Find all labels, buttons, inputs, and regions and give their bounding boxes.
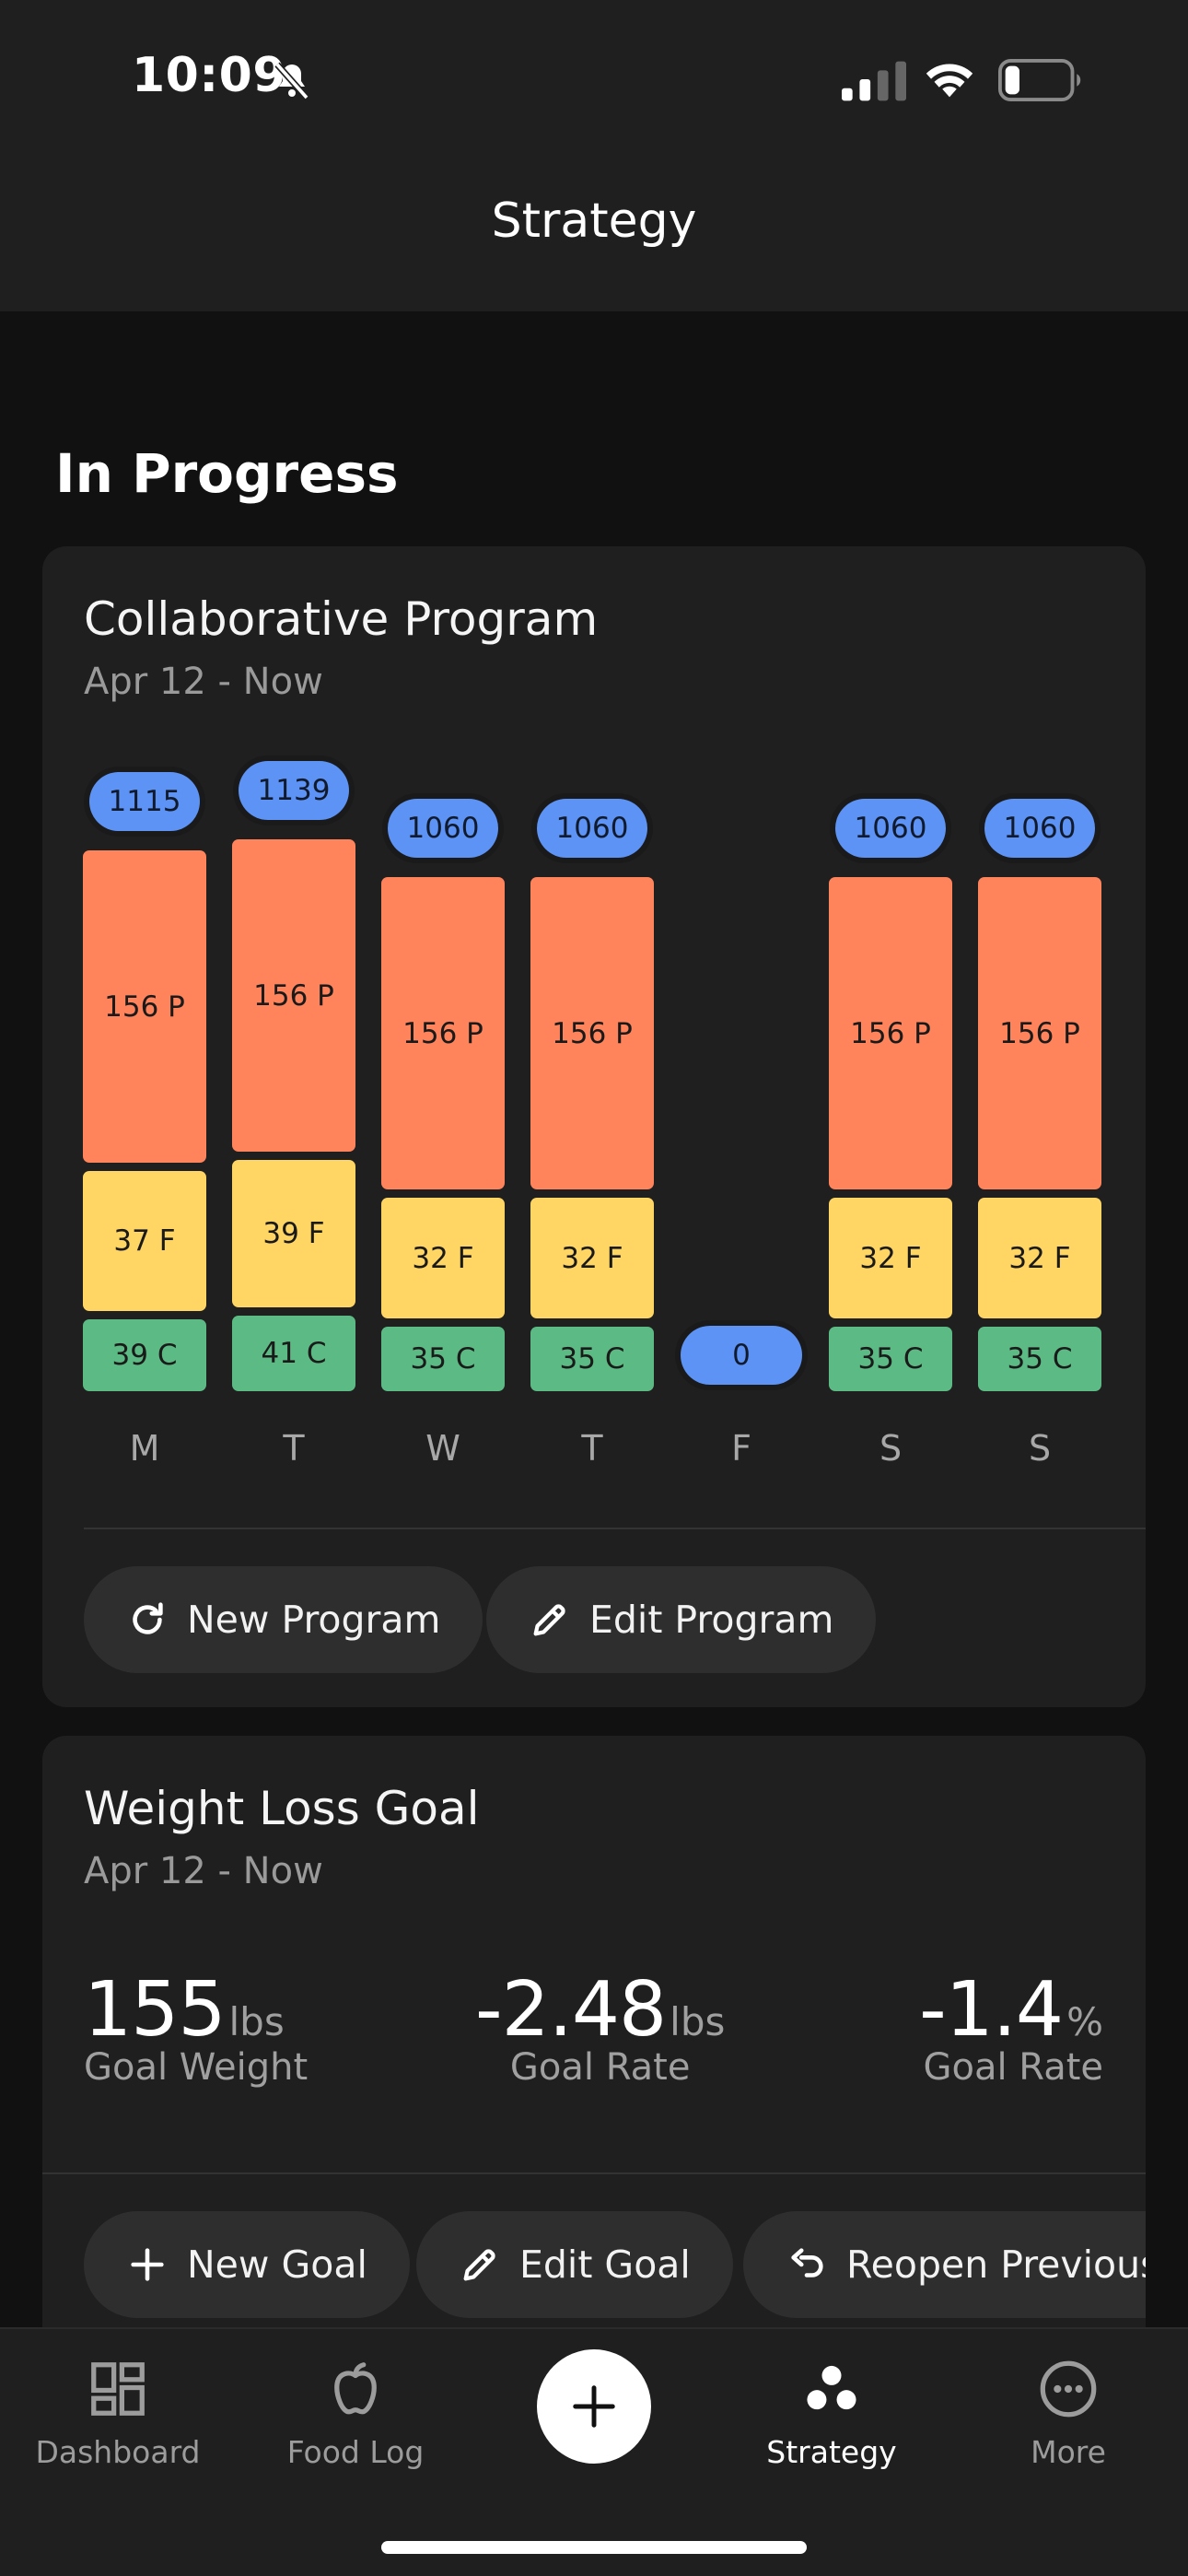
goal-weight-unit: lbs [228,1999,285,2044]
calorie-total-badge: 1060 [984,799,1095,858]
reopen-previous-button[interactable]: Reopen Previous [743,2211,1146,2318]
new-goal-label: New Goal [187,2242,367,2287]
dashboard-icon [91,2362,145,2416]
nav-food-log-label: Food Log [286,2434,425,2470]
day-label: T [283,1428,305,1469]
carbs-bar: 41 C [232,1316,355,1391]
fat-bar: 32 F [978,1198,1101,1318]
fat-bar: 37 F [83,1171,206,1311]
goal-rate-pct-value: -1.4 [919,1966,1064,2054]
carbs-bar: 39 C [83,1319,206,1391]
refresh-icon [133,1602,163,1634]
fat-bar: 39 F [232,1160,355,1307]
day-label: T [581,1428,603,1469]
apple-icon [334,2362,377,2415]
page-title: Strategy [491,193,697,249]
edit-program-button[interactable]: Edit Program [486,1566,877,1673]
goal-rate-pct-stat: -1.4% Goal Rate [919,1966,1103,2089]
goal-card: Weight Loss Goal Apr 12 - Now 155lbs Goa… [42,1736,1146,2381]
day-label: W [425,1428,460,1469]
status-time: 10:09 [132,48,287,103]
program-card: Collaborative Program Apr 12 - Now 39 C 3… [42,546,1146,1707]
nav-more[interactable]: More [967,2357,1170,2470]
more-icon [1040,2360,1097,2418]
program-date-range: Apr 12 - Now [84,661,323,703]
new-program-button[interactable]: New Program [84,1566,483,1673]
protein-bar: 156 P [381,877,505,1189]
goal-weight-stat: 155lbs Goal Weight [84,1966,308,2089]
edit-program-label: Edit Program [589,1598,834,1642]
fat-bar: 32 F [530,1198,654,1318]
nav-dashboard-label: Dashboard [35,2434,201,2470]
day-label: M [129,1428,160,1469]
nav-food-log[interactable]: Food Log [254,2357,457,2470]
new-program-label: New Program [187,1598,441,1642]
protein-bar: 156 P [978,877,1101,1189]
goal-weight-label: Goal Weight [84,2046,309,2089]
carbs-bar: 35 C [381,1327,505,1391]
divider [42,2172,1146,2174]
undo-icon [791,2248,823,2277]
calorie-total-badge: 0 [681,1326,802,1385]
fat-bar: 32 F [381,1198,505,1318]
protein-bar: 156 P [530,877,654,1189]
carbs-bar: 35 C [530,1327,654,1391]
home-indicator [381,2541,807,2554]
new-goal-button[interactable]: New Goal [84,2211,410,2318]
goal-rate-pct-unit: % [1066,1999,1103,2044]
goal-rate-lbs-stat: -2.48lbs Goal Rate [475,1966,725,2089]
protein-bar: 156 P [829,877,952,1189]
divider [84,1528,1146,1529]
nav-strategy[interactable]: Strategy [730,2357,933,2470]
goal-title: Weight Loss Goal [84,1782,480,1835]
plus-icon [131,2248,164,2281]
section-title: In Progress [55,442,399,505]
nav-strategy-label: Strategy [766,2434,897,2470]
edit-goal-button[interactable]: Edit Goal [416,2211,733,2318]
wifi-icon [926,64,973,98]
strategy-icon [807,2365,856,2410]
goal-weight-value: 155 [84,1966,227,2054]
program-title: Collaborative Program [84,592,599,646]
calorie-total-badge: 1060 [537,799,647,858]
carbs-bar: 35 C [978,1327,1101,1391]
goal-rate-lbs-value: -2.48 [475,1966,667,2054]
bottom-nav: Dashboard Food Log Strategy More [0,2327,1188,2576]
calorie-total-badge: 1060 [835,799,946,858]
day-label: S [879,1428,903,1469]
protein-bar: 156 P [83,850,206,1163]
calorie-total-badge: 1139 [239,761,349,820]
pencil-icon [533,1604,565,1636]
reopen-previous-label: Reopen Previous [846,2242,1146,2287]
battery-icon [998,59,1081,101]
nav-more-label: More [1031,2434,1106,2470]
goal-rate-pct-label: Goal Rate [923,2046,1103,2089]
goal-rate-lbs-unit: lbs [670,1999,726,2044]
signal-icon [842,61,906,101]
day-label: S [1028,1428,1052,1469]
carbs-bar: 35 C [829,1327,952,1391]
fat-bar: 32 F [829,1198,952,1318]
pencil-icon [463,2249,495,2281]
goal-date-range: Apr 12 - Now [84,1850,323,1892]
bell-muted-icon [274,62,309,100]
goal-rate-lbs-label: Goal Rate [509,2046,691,2089]
add-button[interactable] [537,2349,651,2464]
protein-bar: 156 P [232,839,355,1152]
calorie-total-badge: 1060 [388,799,498,858]
plus-icon [573,2385,615,2428]
calorie-total-badge: 1115 [89,772,200,831]
nav-dashboard[interactable]: Dashboard [17,2357,219,2470]
edit-goal-label: Edit Goal [519,2242,691,2287]
header: 10:09 Strategy [0,0,1188,311]
day-label: F [731,1428,751,1469]
macro-chart: 39 C 37 F 156 P 1115 M 41 C 39 F 156 P 1139 T 35 C… [42,0,1146,1469]
